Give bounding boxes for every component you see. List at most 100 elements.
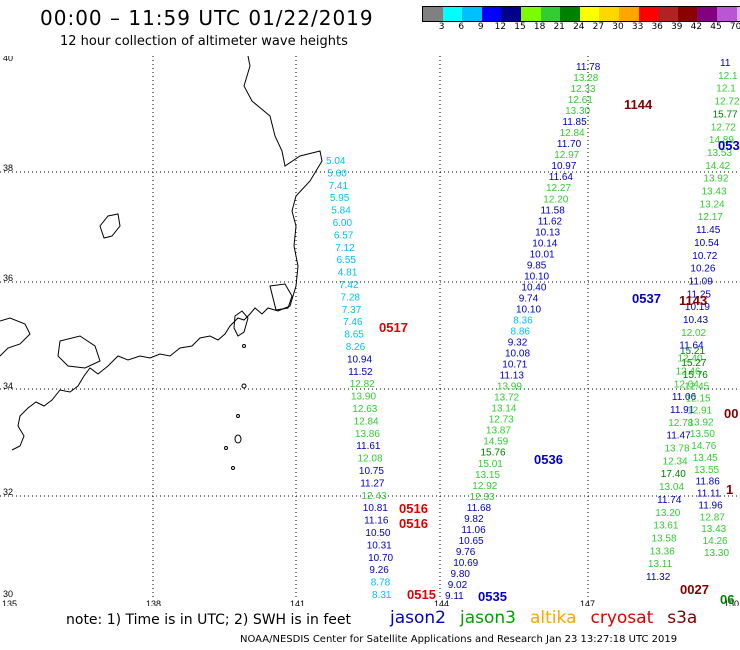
swh-value-west: 11.52 — [348, 367, 373, 378]
swh-value-middle: 10.97 — [551, 161, 576, 172]
scale-label: 70 — [729, 22, 740, 32]
scale-label: 12 — [494, 22, 507, 32]
swh-value-middle: 10.69 — [453, 558, 478, 569]
swh-value-east: 11.09 — [689, 276, 714, 287]
scale-label: 3 — [438, 22, 445, 32]
swh-value-east: 11.47 — [666, 431, 691, 442]
swh-value-east: 11.25 — [687, 289, 712, 300]
swh-value-far-east: 12.91 — [687, 405, 712, 416]
swh-value-middle: 13.15 — [475, 470, 500, 481]
scale-label: 30 — [612, 22, 624, 32]
swh-value-middle: 11.62 — [538, 216, 563, 227]
swh-value-west: 7.41 — [329, 181, 349, 192]
latitude-label: 40 — [3, 56, 13, 63]
scale-label: 39 — [671, 22, 683, 32]
scale-label: 18 — [533, 22, 546, 32]
swh-value-west: 8.26 — [346, 342, 366, 353]
scale-swatch — [560, 7, 580, 21]
swh-value-west: 9.26 — [369, 565, 389, 576]
swh-value-middle: 12.27 — [546, 183, 571, 194]
swh-value-middle: 12.92 — [472, 481, 497, 492]
swh-value-middle: 13.99 — [497, 382, 522, 393]
pass-time-label: 0537 — [632, 291, 661, 306]
swh-value-middle: 9.82 — [464, 514, 484, 525]
scale-swatch — [697, 7, 717, 21]
noto-peninsula — [99, 213, 121, 239]
swh-value-west: 7.37 — [342, 305, 362, 316]
swh-value-west: 13.90 — [351, 392, 376, 403]
swh-value-east: 12.78 — [668, 418, 693, 429]
swh-value-east: 11.06 — [672, 392, 697, 403]
swh-value-east: 13.92 — [703, 174, 728, 185]
izu-peninsula — [233, 310, 249, 337]
swh-value-middle: 12.61 — [568, 95, 593, 106]
swh-value-west: 6.00 — [333, 218, 353, 229]
swh-value-middle: 9.76 — [456, 547, 476, 558]
swh-value-middle: 11.70 — [557, 139, 582, 150]
swh-value-middle: 8.36 — [513, 316, 533, 327]
page-title: 00:00 – 11:59 UTC 01/22/2019 — [40, 6, 374, 30]
footnote: note: 1) Time is in UTC; 2) SWH is in fe… — [66, 612, 352, 628]
swh-value-west: 10.81 — [363, 503, 388, 514]
swh-value-east: 10.19 — [685, 302, 710, 313]
swh-value-east: 13.53 — [707, 148, 732, 159]
scale-swatch — [658, 7, 678, 21]
scale-label: 42 — [690, 22, 703, 32]
kyushu-coastline — [0, 317, 31, 357]
swh-value-middle: 10.14 — [532, 238, 557, 249]
swh-value-far-east: 13.43 — [701, 524, 726, 535]
swh-value-east: 11.32 — [646, 572, 671, 583]
swh-value-east: 10.43 — [683, 315, 708, 326]
swh-value-east: 11.74 — [657, 495, 682, 506]
swh-value-middle: 10.65 — [459, 536, 484, 547]
pass-time-label: 00 — [724, 406, 738, 421]
swh-value-middle: 13.30 — [565, 106, 590, 117]
swh-value-east: 12.72 — [715, 97, 740, 108]
swh-value-east: 15.77 — [713, 109, 738, 120]
scale-swatch — [462, 7, 482, 21]
scale-swatch — [423, 7, 443, 21]
swh-value-west: 13.86 — [355, 429, 380, 440]
swh-value-west: 11.61 — [356, 441, 381, 452]
boso-peninsula — [269, 283, 293, 311]
swh-value-east: 12.1 — [718, 71, 738, 82]
altimeter-tracks: 5.045.60 7.415.95 5.846.006.57 7.126.55 4.81… — [326, 58, 740, 602]
swh-value-far-east: 13.30 — [704, 548, 729, 559]
swh-value-middle: 11.68 — [467, 503, 492, 514]
swh-value-middle: 11.85 — [562, 117, 587, 128]
longitude-label: 138 — [146, 599, 161, 606]
swh-value-east: 12.17 — [698, 212, 723, 223]
swh-value-east: 13.43 — [702, 187, 727, 198]
swh-value-west: 8.31 — [372, 590, 392, 601]
scale-label: 15 — [514, 22, 526, 32]
swh-value-middle: 12.73 — [489, 415, 514, 426]
page-subtitle: 12 hour collection of altimeter wave hei… — [60, 34, 348, 49]
swh-value-west: 5.95 — [330, 193, 350, 204]
swh-value-east: 13.24 — [700, 199, 725, 210]
scale-swatch — [442, 7, 463, 21]
latitude-label: 32 — [3, 487, 13, 497]
longitude-label: 147 — [580, 599, 595, 606]
swh-value-far-east: 11.11 — [697, 489, 721, 500]
legend-item-cryosat: cryosat — [590, 608, 654, 628]
pass-time-label: 0535 — [478, 589, 507, 604]
swh-value-west: 5.04 — [326, 156, 346, 167]
swh-value-east: 11.45 — [696, 225, 721, 236]
scale-swatch — [481, 7, 502, 21]
swh-value-east: 12.34 — [663, 456, 688, 467]
swh-value-east: 12.02 — [681, 328, 706, 339]
legend-item-jason3: jason3 — [460, 608, 516, 628]
swh-value-middle: 10.10 — [524, 271, 549, 282]
longitude-label: 141 — [290, 599, 305, 606]
swh-value-east: 13.58 — [652, 534, 677, 545]
pass-time-label: 1144 — [624, 97, 653, 112]
swh-value-west: 5.84 — [331, 206, 351, 217]
swh-value-middle: 12.97 — [554, 150, 579, 161]
scale-label: 27 — [592, 22, 605, 32]
swh-value-far-east: 11.96 — [698, 501, 723, 512]
swh-value-west: 7.46 — [343, 317, 363, 328]
swh-value-west: 8.65 — [344, 330, 364, 341]
legend-item-s3a: s3a — [667, 608, 698, 628]
shikoku-coastline — [57, 335, 101, 369]
